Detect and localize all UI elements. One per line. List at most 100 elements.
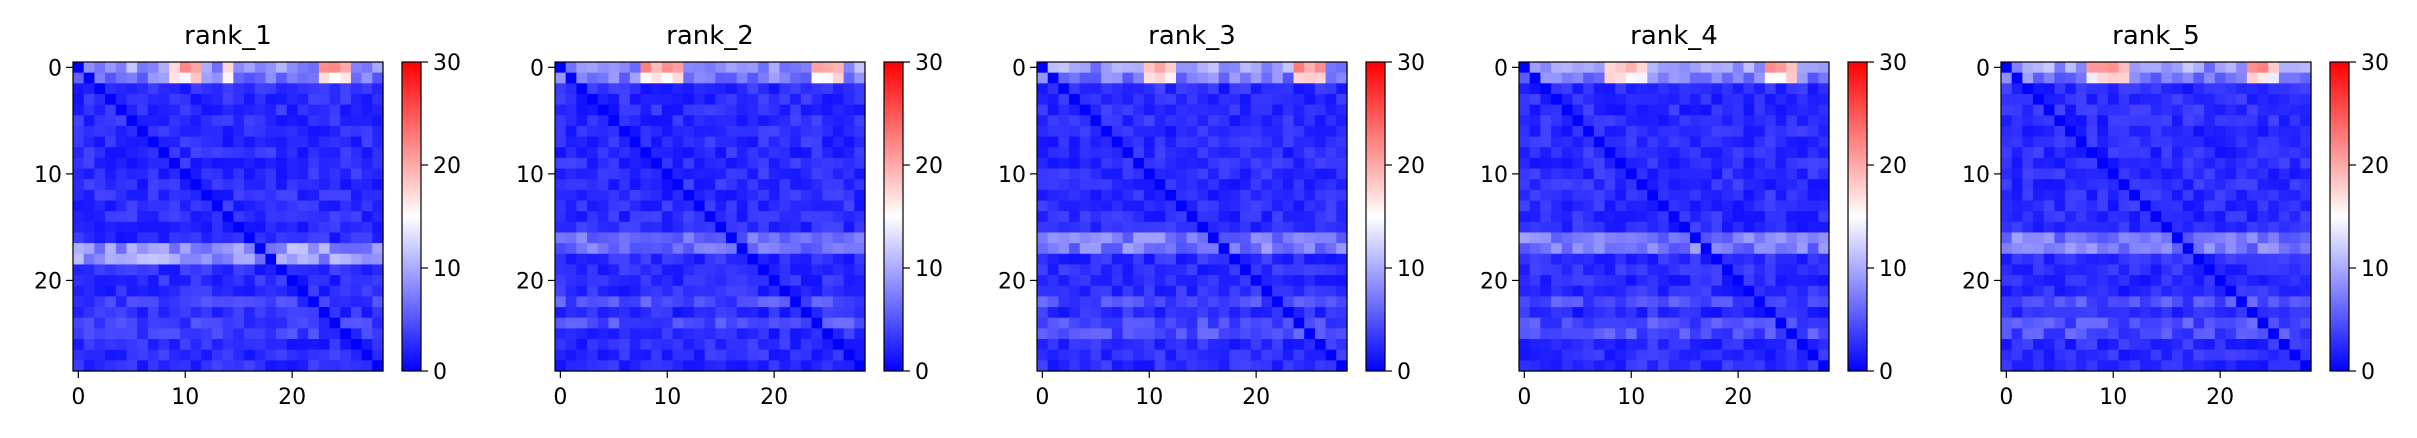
heatmap-cell	[318, 253, 331, 266]
heatmap-cell	[1679, 62, 1691, 74]
heatmap-cell	[1314, 200, 1327, 212]
heatmap-cell	[137, 211, 149, 223]
heatmap-cell	[254, 83, 267, 95]
heatmap-cell	[1732, 253, 1745, 266]
heatmap-cell	[640, 136, 652, 148]
heatmap-cell	[1101, 104, 1113, 116]
heatmap-cell	[576, 232, 588, 244]
heatmap-cell	[1058, 200, 1070, 212]
heatmap-cell	[1690, 349, 1702, 361]
heatmap-cell	[565, 253, 577, 266]
heatmap-cell	[704, 72, 716, 84]
heatmap-cell	[1304, 125, 1316, 138]
heatmap-cell	[1250, 211, 1263, 223]
heatmap-cell	[1261, 104, 1273, 116]
heatmap-cell	[318, 307, 331, 319]
heatmap-cell	[1615, 221, 1627, 234]
heatmap-cell	[2246, 157, 2259, 170]
heatmap-cell	[94, 62, 106, 74]
heatmap-cell	[147, 339, 160, 351]
heatmap-cell	[1186, 104, 1198, 116]
heatmap-cell	[126, 72, 138, 84]
heatmap-cell	[1668, 221, 1680, 234]
heatmap-cell	[265, 307, 277, 319]
heatmap-cell	[2172, 328, 2184, 340]
heatmap-cell	[105, 93, 117, 106]
heatmap-cell	[1047, 275, 1059, 287]
heatmap-cell	[2139, 307, 2152, 319]
x-tick-label: 10	[2099, 385, 2127, 410]
heatmap-cell	[201, 62, 213, 74]
heatmap-cell	[105, 232, 117, 244]
heatmap-cell	[1551, 200, 1563, 212]
heatmap-cell	[2075, 211, 2088, 223]
heatmap-cell	[179, 307, 192, 319]
heatmap-cell	[2214, 72, 2227, 84]
heatmap-cell	[1561, 136, 1574, 148]
heatmap-cell	[2033, 147, 2045, 159]
heatmap-cell	[2139, 147, 2152, 159]
heatmap-cell	[587, 147, 599, 159]
heatmap-cell	[2257, 296, 2269, 308]
heatmap-cell	[276, 93, 288, 106]
heatmap-cell	[1700, 168, 1713, 180]
heatmap-cell	[715, 93, 727, 106]
heatmap-cell	[1529, 157, 1541, 170]
heatmap-cell	[1058, 307, 1070, 319]
heatmap-cell	[2129, 243, 2141, 255]
heatmap-cell	[169, 72, 181, 84]
heatmap-cell	[1111, 317, 1124, 329]
heatmap-cell	[1218, 328, 1231, 340]
heatmap-cell	[1143, 93, 1156, 106]
heatmap-cell	[254, 328, 267, 340]
heatmap-cell	[1796, 317, 1809, 329]
heatmap-cell	[2289, 275, 2301, 287]
heatmap-cell	[1786, 62, 1798, 74]
heatmap-cell	[1111, 253, 1124, 266]
heatmap-cell	[1154, 349, 1166, 361]
heatmap-cell	[2289, 243, 2301, 255]
heatmap-cell	[2043, 104, 2056, 116]
heatmap-cell	[1722, 168, 1734, 180]
heatmap-cell	[1561, 147, 1574, 159]
heatmap-cell	[1154, 104, 1166, 116]
heatmap-cell	[1058, 285, 1070, 298]
heatmap-cell	[265, 296, 277, 308]
heatmap-cell	[822, 253, 834, 266]
heatmap-cell	[1336, 125, 1348, 138]
heatmap-cell	[2172, 211, 2184, 223]
heatmap-cell	[211, 339, 224, 351]
heatmap-cell	[811, 189, 823, 202]
heatmap-cell	[758, 296, 770, 308]
heatmap-cell	[619, 115, 631, 127]
heatmap-cell	[1818, 72, 1830, 84]
heatmap-cell	[1754, 360, 1766, 372]
heatmap-cell	[1186, 317, 1198, 329]
heatmap-cell	[1090, 349, 1102, 361]
heatmap-cell	[329, 115, 341, 127]
heatmap-cell	[555, 317, 567, 329]
heatmap-cell	[297, 93, 309, 106]
heatmap-cell	[576, 62, 588, 74]
heatmap-cell	[1807, 243, 1819, 255]
heatmap-cell	[1090, 136, 1102, 148]
heatmap-cell	[222, 136, 234, 148]
heatmap-cell	[1314, 104, 1327, 116]
heatmap-cell	[726, 349, 738, 361]
heatmap-cell	[1336, 136, 1348, 148]
heatmap-cell	[1786, 200, 1798, 212]
heatmap-cell	[1625, 200, 1638, 212]
heatmap-cell	[854, 349, 866, 361]
heatmap-cell	[158, 157, 170, 170]
heatmap-cell	[1101, 307, 1113, 319]
heatmap-cell	[1037, 285, 1049, 298]
heatmap-cell	[1218, 62, 1231, 74]
heatmap-cell	[2182, 211, 2195, 223]
heatmap-cell	[2182, 136, 2195, 148]
heatmap-cell	[576, 157, 588, 170]
heatmap-cell	[1101, 275, 1113, 287]
heatmap-cell	[276, 147, 288, 159]
heatmap-cell	[1186, 264, 1198, 276]
heatmap-cell	[233, 211, 245, 223]
heatmap-cell	[768, 179, 781, 191]
